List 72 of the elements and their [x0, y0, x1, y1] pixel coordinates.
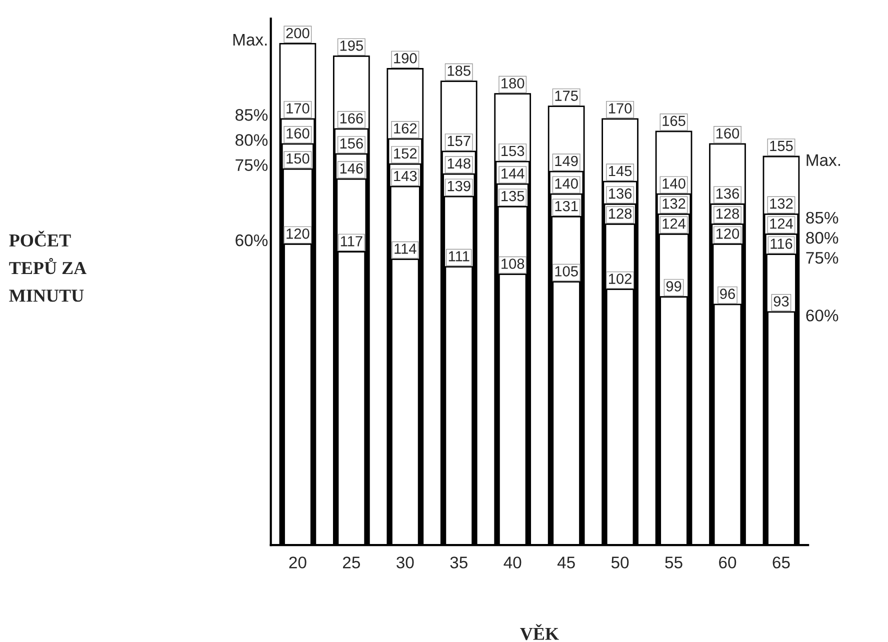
x-tick-label: 45	[557, 556, 575, 568]
data-label: 105	[555, 266, 578, 276]
data-label: 128	[608, 208, 632, 219]
data-label: 170	[286, 103, 310, 114]
data-label: 162	[394, 123, 417, 134]
text: 75%	[236, 159, 268, 171]
x-tick-label: 55	[665, 556, 682, 568]
data-label: 132	[770, 198, 793, 209]
data-label: 143	[394, 170, 417, 182]
text: 80%	[236, 134, 268, 146]
x-tick-label: 60	[719, 556, 736, 568]
data-label: 160	[716, 128, 740, 139]
data-label: 157	[448, 136, 470, 146]
data-label: 150	[286, 153, 310, 164]
text: POČET TEPŮ ZA MINUTU	[9, 230, 86, 302]
x-tick-label: 25	[342, 556, 360, 568]
x-tick-label: 50	[611, 556, 629, 568]
data-label: 140	[662, 178, 686, 189]
x-tick-label: 40	[504, 556, 522, 568]
data-label: 148	[448, 158, 470, 169]
data-label: 190	[394, 53, 417, 64]
x-tick-label: 35	[450, 556, 468, 568]
data-label: 180	[502, 78, 524, 88]
data-label: 136	[608, 188, 632, 199]
x-tick-label: 20	[289, 556, 306, 568]
data-label: 124	[770, 218, 793, 229]
data-label: 160	[286, 128, 310, 139]
data-label: 108	[502, 258, 524, 269]
data-label: 145	[608, 166, 632, 176]
text: 60%	[236, 234, 268, 246]
data-label: 175	[555, 90, 578, 101]
data-label: 102	[608, 274, 632, 284]
data-label: 165	[662, 116, 686, 126]
text: Max.	[233, 34, 267, 46]
data-label: 139	[448, 180, 470, 192]
data-label: 153	[502, 146, 524, 156]
series-label: 80%	[806, 232, 838, 244]
data-label: 149	[555, 156, 578, 166]
data-label: 124	[662, 218, 686, 229]
data-label: 117	[340, 236, 362, 246]
data-label: 156	[340, 138, 363, 149]
text: 85%	[236, 109, 268, 121]
series-label: 60%	[806, 310, 838, 322]
data-label: 170	[608, 103, 632, 114]
data-label: 128	[716, 208, 740, 219]
data-label: 120	[716, 228, 740, 239]
data-label: 116	[770, 238, 792, 249]
data-label: 131	[555, 200, 578, 212]
data-label: 144	[502, 168, 524, 179]
data-label: 93	[774, 296, 789, 307]
x-axis-title: VĚK	[520, 624, 559, 640]
data-label: 152	[394, 148, 417, 159]
data-label: 185	[448, 66, 470, 76]
series-label: Max.	[806, 154, 840, 166]
series-label: 75%	[806, 252, 838, 264]
data-label: 166	[340, 113, 363, 124]
data-label: 96	[720, 288, 735, 300]
data-label: 195	[340, 40, 363, 51]
data-label: 155	[770, 140, 793, 152]
data-label: 111	[448, 251, 470, 262]
data-label: 120	[286, 228, 310, 239]
data-label: 200	[286, 28, 310, 38]
data-label: 140	[555, 178, 578, 189]
data-label: 136	[716, 188, 740, 199]
data-label: 99	[666, 281, 682, 292]
data-label: 114	[394, 244, 416, 254]
data-label: 132	[662, 198, 686, 209]
data-label: 135	[502, 190, 524, 202]
data-label: 146	[340, 163, 363, 174]
x-tick-label: 65	[772, 556, 790, 568]
x-tick-label: 30	[396, 556, 414, 568]
series-label: 85%	[806, 212, 838, 224]
